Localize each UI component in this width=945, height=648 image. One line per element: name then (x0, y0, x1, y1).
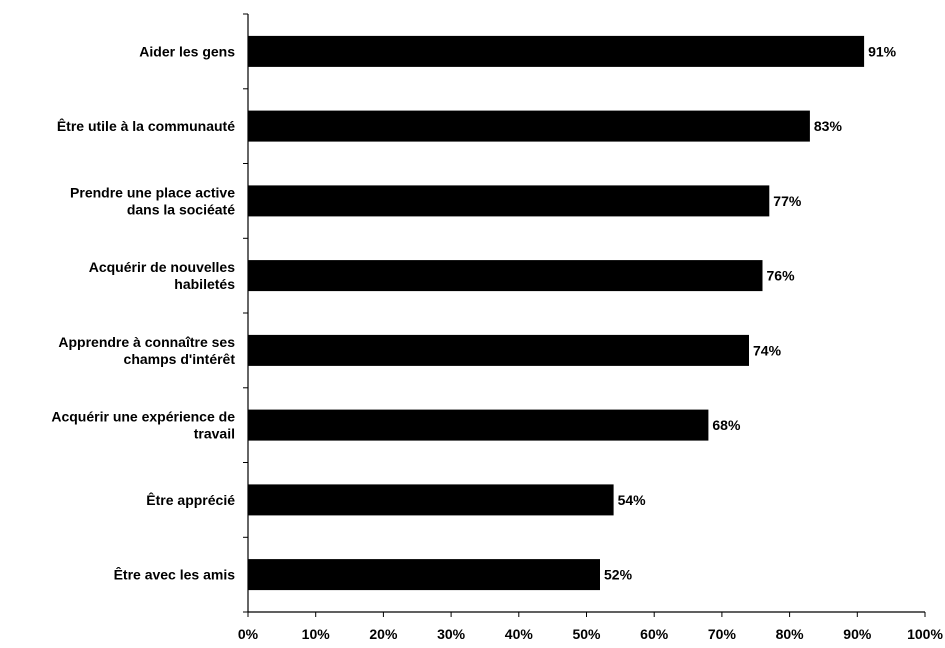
bars-layer (248, 35, 865, 591)
x-tick-label: 30% (437, 626, 466, 642)
data-label: 74% (753, 342, 782, 358)
x-tick-label: 50% (572, 626, 601, 642)
x-tick-label: 10% (302, 626, 331, 642)
x-tick-label: 70% (708, 626, 737, 642)
category-label: Acquérir de nouvelles habiletés (89, 259, 235, 292)
category-label: Être apprécié (146, 491, 235, 508)
data-label: 77% (773, 193, 802, 209)
x-tick-label: 80% (776, 626, 805, 642)
category-label: Être avec les amis (114, 566, 236, 583)
x-tick-label: 0% (238, 626, 259, 642)
data-label: 83% (814, 118, 843, 134)
x-tick-label: 100% (907, 626, 943, 642)
bar (248, 185, 770, 217)
data-label: 76% (767, 268, 796, 284)
bar (248, 484, 614, 516)
x-tick-label: 20% (369, 626, 398, 642)
x-tick-label: 40% (505, 626, 534, 642)
category-label: Aider les gens (139, 43, 235, 59)
x-tick-label: 60% (640, 626, 669, 642)
x-tick-label: 90% (843, 626, 872, 642)
bar (248, 409, 709, 441)
bar (248, 110, 810, 142)
category-label: Être utile à la communauté (57, 117, 235, 134)
category-label: Acquérir une expérience de travail (51, 409, 235, 442)
category-label: Prendre une place active dans la sociéaté (70, 184, 235, 217)
data-label: 54% (618, 492, 647, 508)
bar (248, 559, 600, 591)
labels-layer: 91% Aider les gens 83% Être utile à la comm… (51, 43, 943, 642)
data-label: 91% (868, 43, 897, 59)
bar (248, 334, 749, 366)
data-label: 68% (712, 417, 741, 433)
axes (243, 13, 926, 617)
bar (248, 260, 763, 292)
category-label: Apprendre à connaître ses champs d'intérê… (58, 334, 235, 367)
bar (248, 35, 865, 67)
data-label: 52% (604, 567, 633, 583)
